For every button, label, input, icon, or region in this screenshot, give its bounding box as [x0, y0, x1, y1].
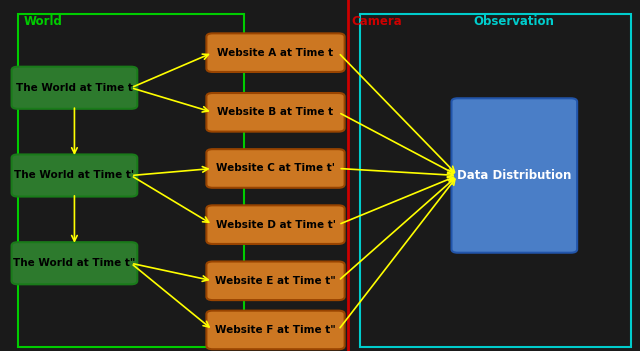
Text: Website B at Time t: Website B at Time t	[218, 107, 333, 117]
Text: The World at Time t': The World at Time t'	[14, 171, 134, 180]
Text: Camera: Camera	[351, 15, 402, 28]
Text: The World at Time t: The World at Time t	[16, 83, 133, 93]
FancyBboxPatch shape	[206, 149, 345, 188]
Text: Website A at Time t: Website A at Time t	[218, 48, 333, 58]
FancyBboxPatch shape	[206, 261, 345, 300]
Text: Website F at Time t": Website F at Time t"	[215, 325, 336, 335]
Text: The World at Time t": The World at Time t"	[13, 258, 136, 268]
Text: World: World	[24, 15, 63, 28]
Text: Observation: Observation	[474, 15, 554, 28]
FancyBboxPatch shape	[206, 205, 345, 244]
Text: Data Distribution: Data Distribution	[457, 169, 572, 182]
FancyBboxPatch shape	[206, 311, 345, 349]
Text: Website E at Time t": Website E at Time t"	[215, 276, 336, 286]
Text: Website D at Time t': Website D at Time t'	[216, 220, 335, 230]
FancyBboxPatch shape	[206, 93, 345, 132]
Text: Website C at Time t': Website C at Time t'	[216, 164, 335, 173]
FancyBboxPatch shape	[206, 33, 345, 72]
FancyBboxPatch shape	[451, 98, 577, 253]
FancyBboxPatch shape	[12, 242, 137, 284]
FancyBboxPatch shape	[12, 154, 137, 197]
FancyBboxPatch shape	[12, 67, 137, 109]
